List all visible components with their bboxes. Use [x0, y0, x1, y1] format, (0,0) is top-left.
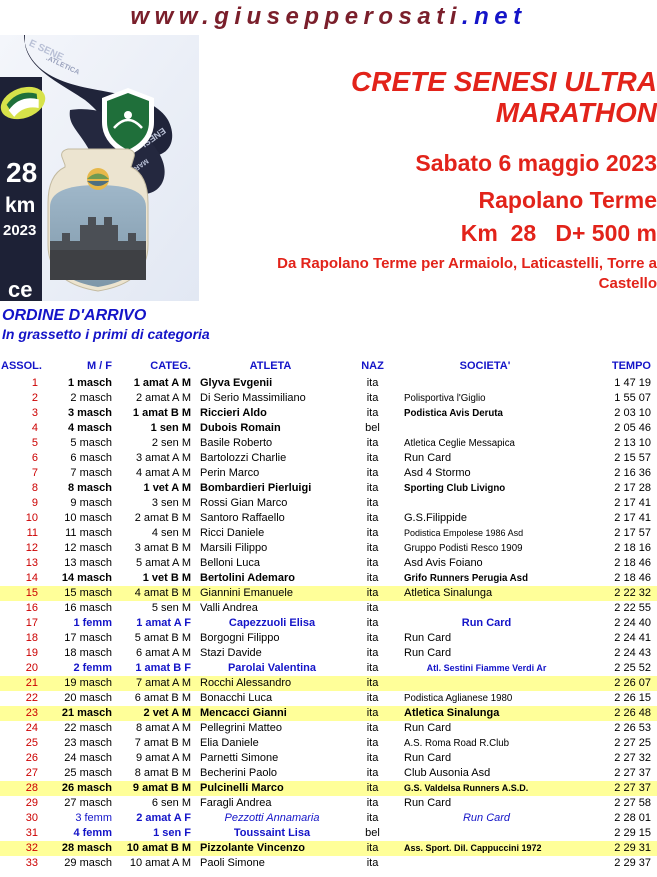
svg-text:2023: 2023	[3, 222, 36, 239]
svg-text:ce: ce	[8, 277, 32, 301]
svg-text:28: 28	[6, 157, 37, 188]
svg-text:km: km	[5, 194, 35, 217]
